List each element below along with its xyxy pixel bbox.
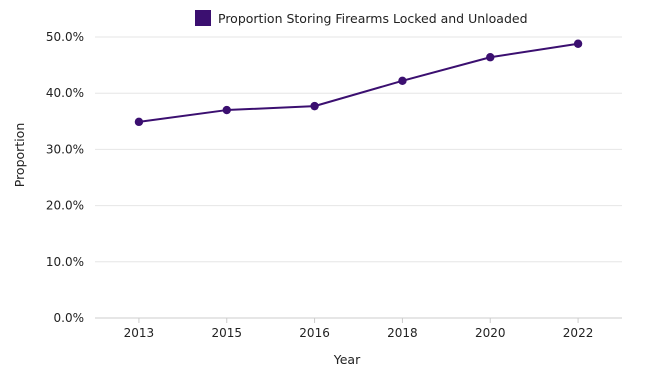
x-axis: 2013 2015 2016 2018 2020 2022: [124, 318, 594, 340]
data-point[interactable]: [222, 105, 231, 115]
y-tick-label: 40.0%: [46, 86, 84, 100]
y-tick-label: 30.0%: [46, 142, 84, 156]
data-point[interactable]: [398, 76, 407, 86]
x-tick-label: 2015: [211, 326, 242, 340]
legend-label: Proportion Storing Firearms Locked and U…: [218, 11, 528, 26]
x-axis-title: Year: [333, 352, 361, 366]
x-tick-label: 2022: [563, 326, 594, 340]
x-tick-label: 2013: [124, 326, 155, 340]
x-tick-label: 2016: [299, 326, 330, 340]
y-tick-label: 10.0%: [46, 255, 84, 269]
y-tick-label: 50.0%: [46, 30, 84, 44]
series-line: [138, 42, 579, 123]
legend: Proportion Storing Firearms Locked and U…: [195, 10, 528, 26]
data-point[interactable]: [310, 101, 319, 111]
x-tick-label: 2020: [475, 326, 506, 340]
series: [134, 39, 583, 127]
legend-swatch: [195, 10, 211, 26]
gridlines: [95, 36, 622, 319]
y-tick-label: 20.0%: [46, 199, 84, 213]
data-point[interactable]: [486, 53, 495, 62]
y-tick-label: 0.0%: [54, 311, 85, 325]
data-point[interactable]: [134, 117, 144, 127]
x-tick-label: 2018: [387, 326, 418, 340]
y-axis: 0.0% 10.0% 20.0% 30.0% 40.0% 50.0%: [46, 30, 84, 325]
data-point[interactable]: [573, 39, 583, 48]
y-axis-title: Proportion: [12, 123, 27, 188]
